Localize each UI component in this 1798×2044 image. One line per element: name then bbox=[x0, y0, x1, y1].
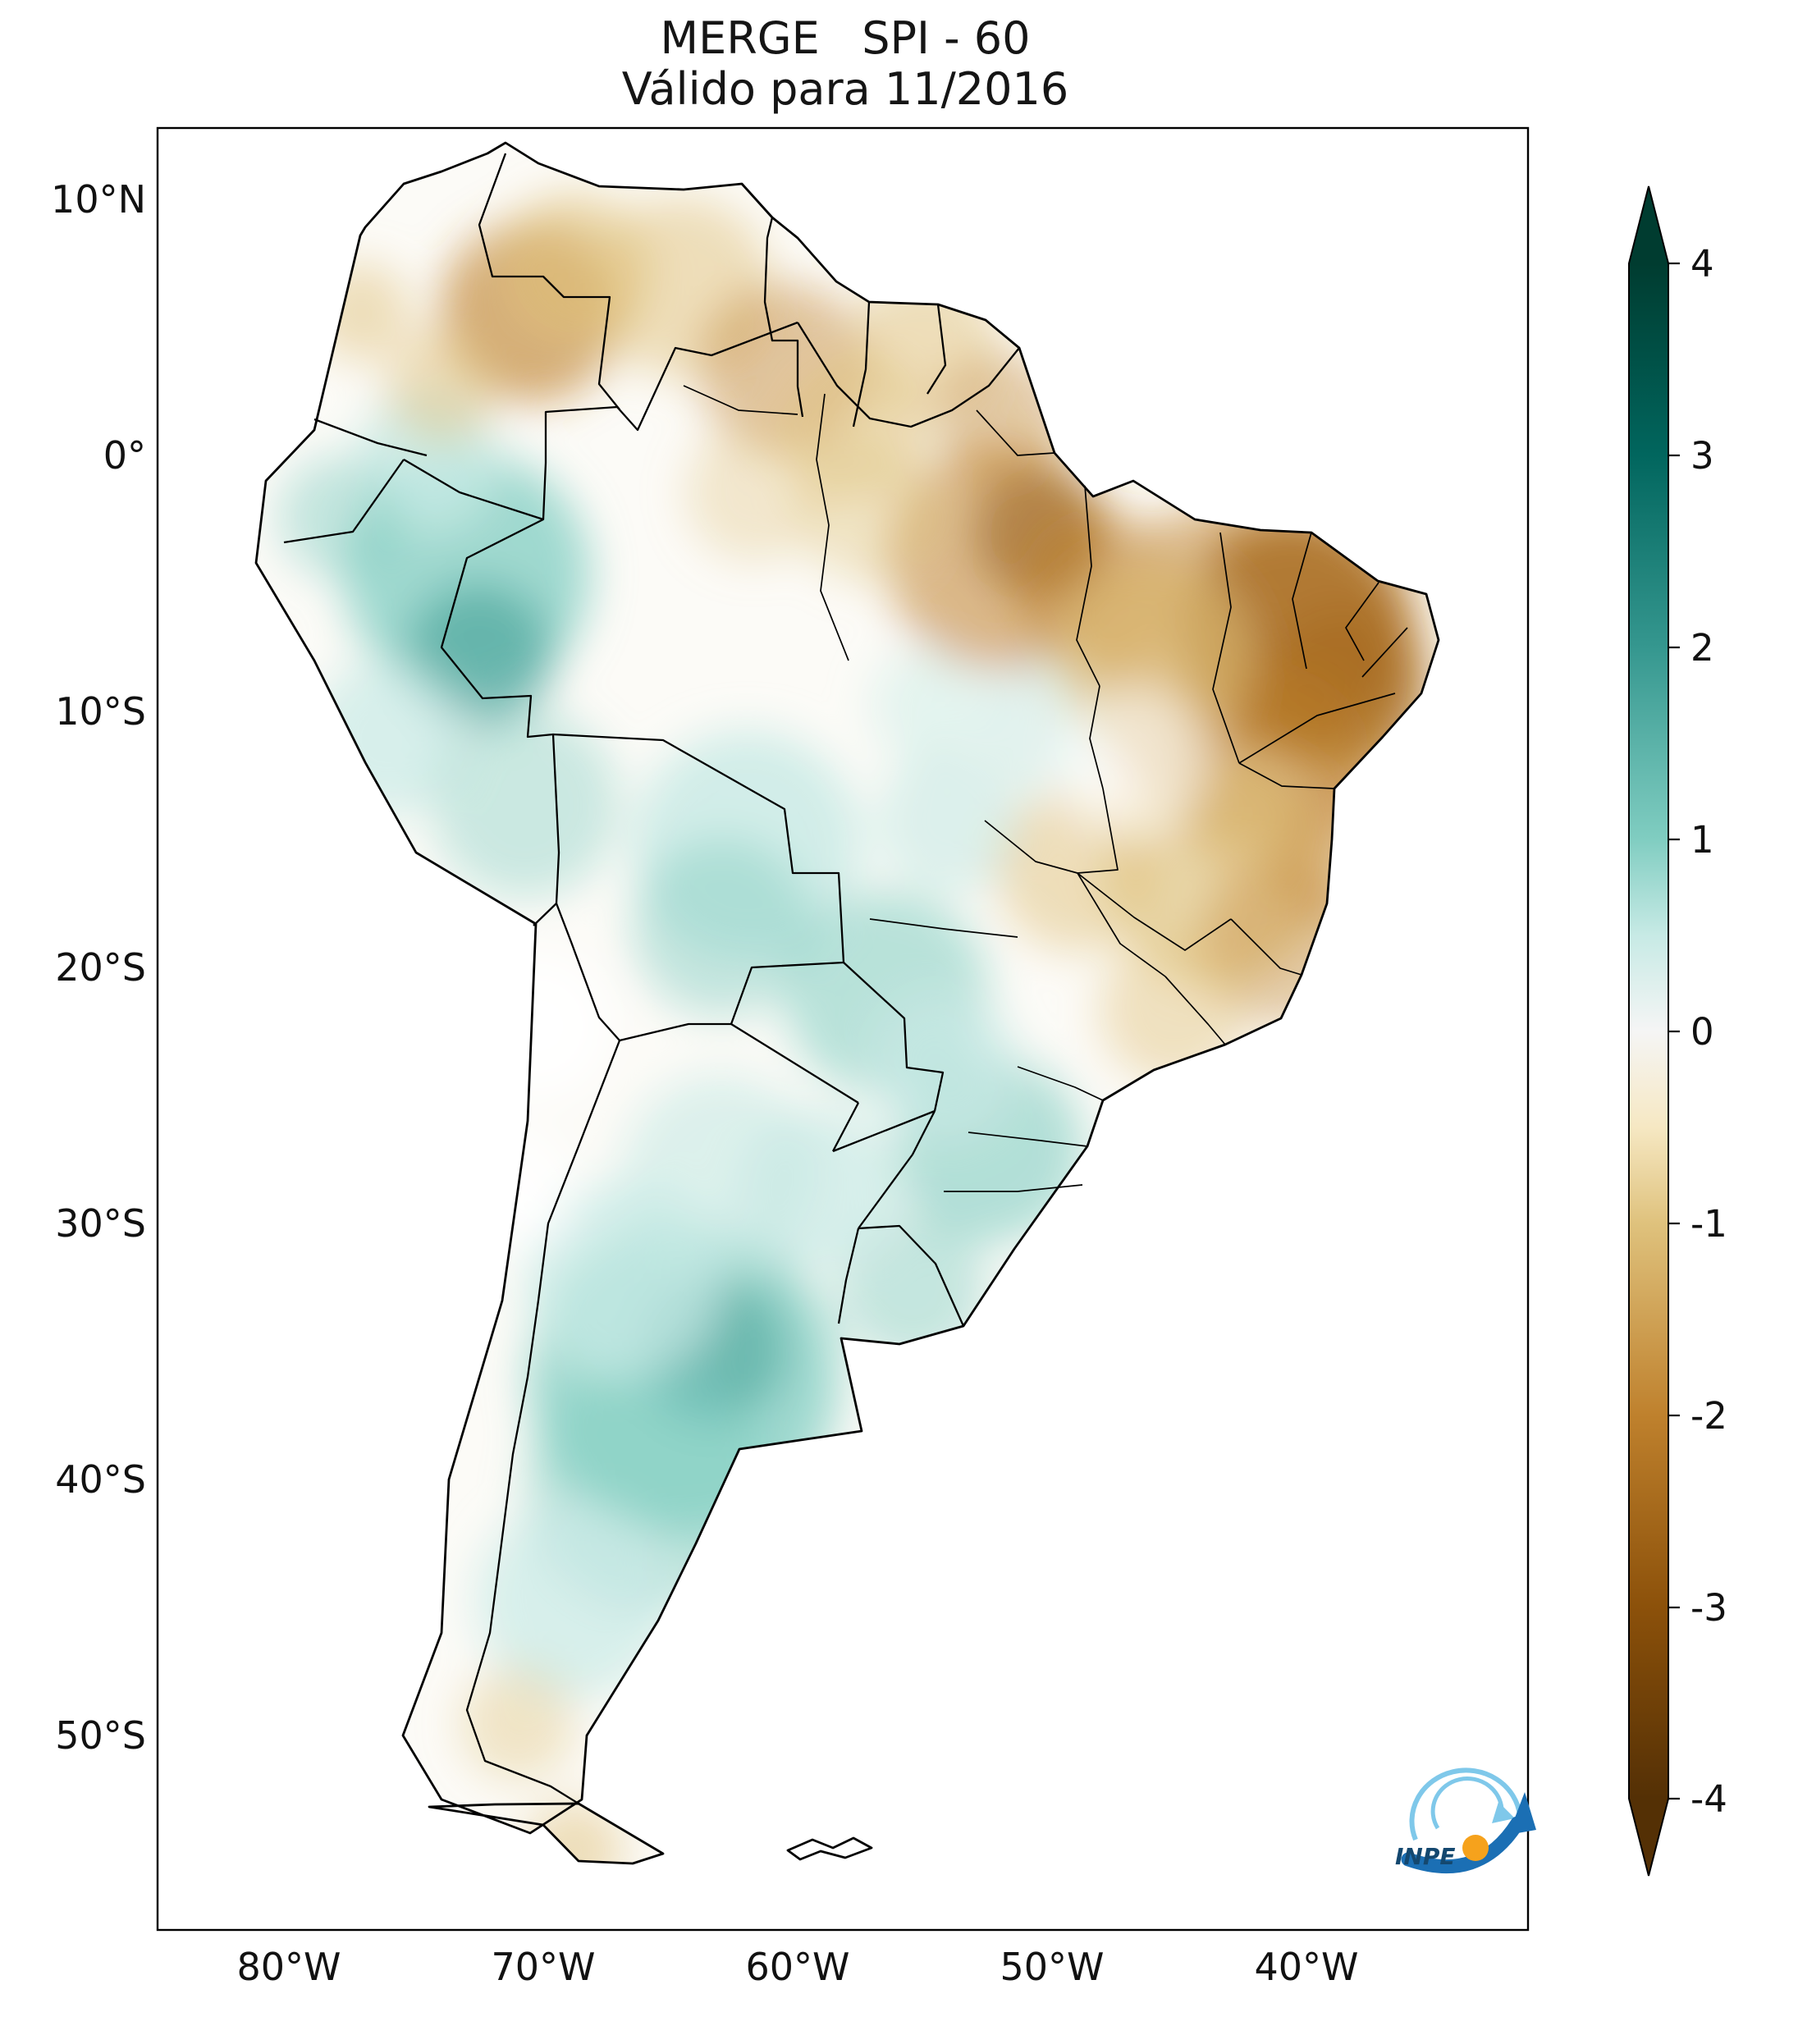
sphere-icon bbox=[1462, 1835, 1489, 1861]
x-tick-label: 50°W bbox=[1000, 1945, 1105, 1989]
orbit-arrowhead-icon bbox=[1492, 1802, 1515, 1823]
orbit-icon bbox=[1409, 1767, 1522, 1841]
y-tick-label: 10°N bbox=[51, 177, 146, 222]
colorbar-tick-label: 4 bbox=[1690, 242, 1714, 286]
x-tick-label: 80°W bbox=[236, 1945, 341, 1989]
colorbar-tick-label: -2 bbox=[1690, 1394, 1727, 1438]
colorbar-tick-label: 3 bbox=[1690, 434, 1714, 478]
colorbar-tick-label: 0 bbox=[1690, 1010, 1714, 1054]
x-tick-label: 70°W bbox=[491, 1945, 596, 1989]
map-subtitle: Válido para 11/2016 bbox=[621, 63, 1069, 115]
x-tick-label: 40°W bbox=[1254, 1945, 1359, 1989]
country-borders bbox=[283, 153, 1020, 1804]
y-tick-label: 40°S bbox=[55, 1457, 146, 1502]
colorbar-tick-label: -3 bbox=[1690, 1586, 1727, 1630]
orbit-inner-icon bbox=[1430, 1776, 1504, 1830]
map-title: MERGE SPI - 60 bbox=[660, 12, 1031, 64]
y-tick-label: 30°S bbox=[55, 1201, 146, 1246]
colorbar-tick-marks bbox=[1668, 262, 1680, 1800]
y-tick-label: 50°S bbox=[55, 1713, 146, 1758]
swoosh-arrow-icon bbox=[1401, 1816, 1525, 1874]
colorbar-tick-label: 1 bbox=[1690, 818, 1714, 862]
y-tick-label: 0° bbox=[103, 433, 146, 478]
y-tick-label: 20°S bbox=[55, 945, 146, 990]
y-tick-label: 10°S bbox=[55, 689, 146, 734]
inpe-logo-text: INPE bbox=[1395, 1843, 1456, 1870]
state-borders bbox=[683, 385, 1408, 1192]
colorbar-tick-label: 2 bbox=[1690, 626, 1714, 670]
inpe-logo: INPE bbox=[1395, 1767, 1536, 1874]
colorbar-tick-label: -4 bbox=[1690, 1777, 1727, 1821]
x-tick-label: 60°W bbox=[745, 1945, 850, 1989]
colorbar bbox=[1628, 185, 1680, 1877]
coastline bbox=[254, 141, 1440, 1865]
plot-frame-border bbox=[156, 126, 1530, 1932]
colorbar-tick-label: -1 bbox=[1690, 1202, 1727, 1246]
swoosh-arrowhead-icon bbox=[1508, 1792, 1536, 1835]
